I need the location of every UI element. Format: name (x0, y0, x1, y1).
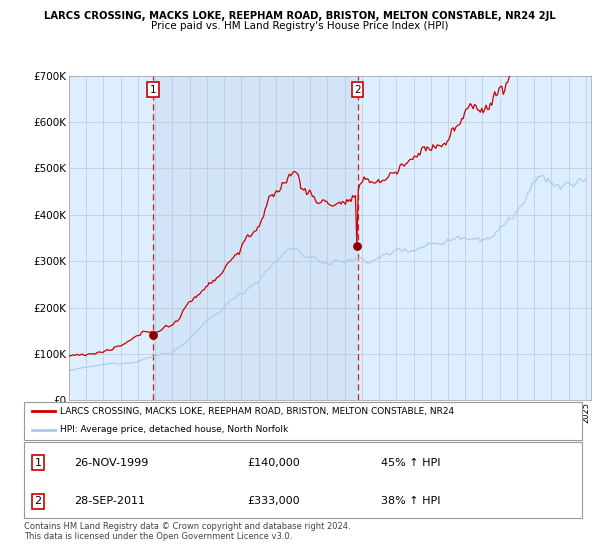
Point (148, 331, 158, 340)
Text: 2: 2 (354, 85, 361, 95)
FancyBboxPatch shape (24, 402, 582, 440)
Text: 2: 2 (34, 496, 41, 506)
Point (352, 241, 362, 250)
Text: £140,000: £140,000 (247, 458, 300, 468)
Text: 45% ↑ HPI: 45% ↑ HPI (381, 458, 440, 468)
Bar (154, 76, 358, 400)
Text: 28-SEP-2011: 28-SEP-2011 (74, 496, 145, 506)
FancyBboxPatch shape (24, 442, 582, 518)
Text: 26-NOV-1999: 26-NOV-1999 (74, 458, 149, 468)
Text: Contains HM Land Registry data © Crown copyright and database right 2024.
This d: Contains HM Land Registry data © Crown c… (24, 522, 350, 542)
Text: HPI: Average price, detached house, North Norfolk: HPI: Average price, detached house, Nort… (60, 425, 289, 434)
Text: Price paid vs. HM Land Registry's House Price Index (HPI): Price paid vs. HM Land Registry's House … (151, 21, 449, 31)
Text: 38% ↑ HPI: 38% ↑ HPI (381, 496, 440, 506)
Text: LARCS CROSSING, MACKS LOKE, REEPHAM ROAD, BRISTON, MELTON CONSTABLE, NR24: LARCS CROSSING, MACKS LOKE, REEPHAM ROAD… (60, 407, 454, 416)
Text: 1: 1 (34, 458, 41, 468)
Text: £333,000: £333,000 (247, 496, 300, 506)
Text: LARCS CROSSING, MACKS LOKE, REEPHAM ROAD, BRISTON, MELTON CONSTABLE, NR24 2JL: LARCS CROSSING, MACKS LOKE, REEPHAM ROAD… (44, 11, 556, 21)
Text: 1: 1 (150, 85, 157, 95)
